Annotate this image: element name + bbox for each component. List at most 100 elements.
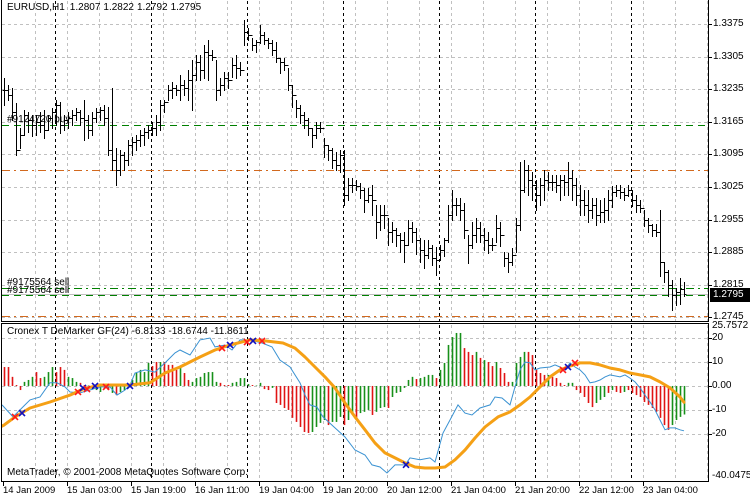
price-bar xyxy=(74,108,79,121)
price-bar xyxy=(638,200,643,213)
price-bar xyxy=(650,224,655,237)
price-bar xyxy=(142,128,147,146)
price-bar xyxy=(42,110,47,139)
price-bar xyxy=(426,240,431,259)
price-bar xyxy=(358,183,363,199)
price-bar xyxy=(558,175,563,201)
price-bar xyxy=(94,108,99,123)
price-bar xyxy=(246,28,251,41)
price-bar xyxy=(514,218,519,256)
time-axis-label: 19 Jan 20:00 xyxy=(323,485,378,496)
price-bar xyxy=(654,224,659,237)
price-bar xyxy=(594,198,599,226)
indicator-title: Cronex T DeMarker GF(24) -6.8133 -18.674… xyxy=(7,326,249,338)
indicator-panel-frame xyxy=(1,323,709,482)
price-bar xyxy=(302,112,307,129)
time-axis-label: 19 Jan 04:00 xyxy=(259,485,314,496)
indicator-grid xyxy=(2,325,708,481)
price-bar xyxy=(242,20,247,71)
price-bar xyxy=(474,218,479,243)
time-axis[interactable] xyxy=(0,482,709,500)
price-bar xyxy=(34,115,39,136)
price-bar xyxy=(134,135,139,151)
price-bar xyxy=(462,203,467,239)
price-axis[interactable] xyxy=(709,0,750,322)
price-bar xyxy=(578,185,583,216)
price-bar xyxy=(234,55,239,79)
indicator-panel[interactable] xyxy=(0,325,708,481)
price-bar xyxy=(614,185,619,197)
price-bar xyxy=(414,228,419,255)
price-bar xyxy=(314,122,319,139)
price-bar xyxy=(366,188,371,203)
price-bar xyxy=(422,240,427,269)
price-bar xyxy=(118,150,123,176)
demarker-orange-line xyxy=(2,338,686,470)
price-bar xyxy=(478,222,483,243)
time-axis-label: 15 Jan 03:00 xyxy=(67,485,122,496)
price-bar xyxy=(334,152,339,171)
red-cross-marker-icon xyxy=(559,366,567,374)
time-axis-label: 23 Jan 04:00 xyxy=(643,485,698,496)
price-bar xyxy=(342,150,347,206)
price-bar xyxy=(238,62,243,76)
blue-cross-marker-icon xyxy=(91,382,99,390)
price-bar xyxy=(382,205,387,229)
price-bar xyxy=(270,40,275,56)
price-bar xyxy=(138,130,143,147)
axis-ticks xyxy=(3,24,712,486)
price-bar xyxy=(218,78,223,96)
price-axis-label: 1.2885 xyxy=(713,245,744,257)
copyright-text: MetaTrader, © 2001-2008 MetaQuotes Softw… xyxy=(7,467,249,478)
price-bar xyxy=(666,270,671,297)
price-bar xyxy=(662,262,667,283)
price-bar xyxy=(258,25,263,44)
main-price-panel[interactable] xyxy=(2,1,708,321)
order-label: #9175564 sell xyxy=(7,284,70,296)
price-bar xyxy=(446,205,451,243)
price-bar xyxy=(62,115,67,131)
red-cross-marker-icon xyxy=(102,383,110,391)
red-cross-marker-icon xyxy=(258,337,266,345)
price-bar xyxy=(606,190,611,221)
price-bar xyxy=(490,238,495,251)
price-bar xyxy=(506,253,511,273)
price-bar xyxy=(538,178,543,206)
price-bar xyxy=(202,45,207,79)
price-bar xyxy=(618,185,623,199)
price-axis-label: 1.3305 xyxy=(713,50,744,62)
price-bar xyxy=(298,105,303,124)
price-bar xyxy=(114,148,119,186)
price-bar xyxy=(398,233,403,253)
price-bar xyxy=(482,228,487,251)
price-bar xyxy=(278,58,283,74)
price-bar xyxy=(22,110,27,136)
indicator-axis-max: 25.7572 xyxy=(712,320,749,331)
price-bar xyxy=(170,82,175,99)
price-bar xyxy=(182,80,187,96)
period-separators-main xyxy=(55,1,632,321)
price-bar xyxy=(158,100,163,131)
indicator-value-histogram: -11.8611 xyxy=(210,326,249,337)
order-lines[interactable] xyxy=(2,125,708,317)
blue-cross-marker-icon xyxy=(18,409,26,417)
price-bar xyxy=(206,40,211,81)
price-bar xyxy=(282,58,287,71)
price-bar xyxy=(130,137,135,156)
price-bar xyxy=(338,150,343,173)
indicator-name: Cronex T DeMarker GF(24) xyxy=(7,326,129,337)
blue-cross-marker-icon xyxy=(564,363,572,371)
main-grid xyxy=(2,1,708,321)
price-bar xyxy=(250,35,255,51)
price-bar xyxy=(254,40,259,53)
price-bar xyxy=(326,145,331,161)
price-bar xyxy=(274,42,279,63)
price-bar xyxy=(14,103,19,156)
price-bar xyxy=(590,198,595,219)
price-bar xyxy=(566,162,571,196)
indicator-value-orange: -6.8133 xyxy=(131,326,166,337)
price-bar xyxy=(678,278,683,305)
